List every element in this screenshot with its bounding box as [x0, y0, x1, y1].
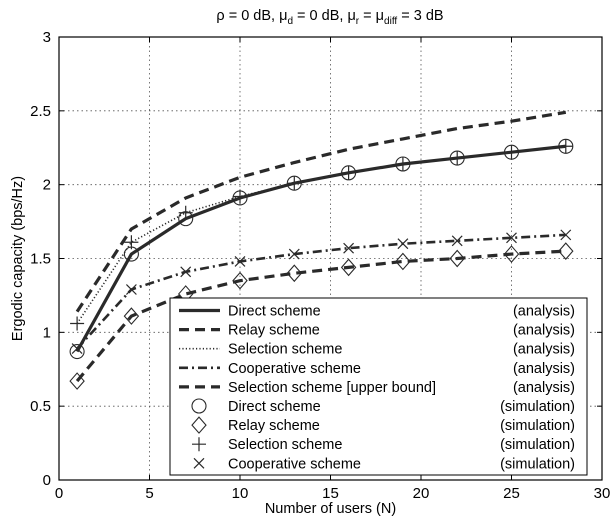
diamond-marker	[191, 416, 207, 434]
legend-entry-name: Relay scheme	[228, 323, 320, 339]
x-axis-label: Number of users (N)	[265, 501, 396, 517]
cross-marker	[506, 232, 517, 244]
legend-entry-name: Cooperative scheme	[228, 456, 361, 472]
y-tick-label: 1	[43, 324, 51, 341]
axis-ticks: 0 5 10 15 20 25 30 0 0.5 1 1.5 2 2.5 3	[30, 29, 610, 502]
diamond-marker	[558, 242, 574, 260]
x-tick-label: 15	[322, 485, 339, 502]
chart-title: ρ = 0 dB, μd = 0 dB, μr = μdiff = 3 dB	[216, 8, 443, 27]
diamond-marker	[503, 245, 520, 263]
x-tick-label: 25	[503, 485, 520, 502]
legend-entry-name: Cooperative scheme	[228, 361, 361, 377]
diamond-marker	[232, 271, 248, 290]
legend-entry-name: Direct scheme	[228, 399, 321, 415]
legend-entry-name: Relay scheme	[228, 418, 320, 434]
cross-marker	[234, 256, 246, 267]
plus-marker	[341, 165, 356, 180]
legend-entry-name: Selection scheme	[228, 342, 342, 358]
legend-entry-tag: (simulation)	[500, 437, 575, 453]
y-axis-label: Ergodic capacity (bps/Hz)	[10, 176, 26, 341]
series-line	[75, 110, 567, 313]
cross-marker	[71, 343, 83, 355]
legend-entry-tag: (simulation)	[500, 399, 575, 415]
series-line	[76, 233, 566, 350]
legend-entry-tag: (analysis)	[513, 361, 575, 377]
x-tick-label: 10	[232, 485, 249, 502]
legend-entry-name: Selection scheme [upper bound]	[228, 380, 436, 396]
legend-entry-tag: (analysis)	[513, 380, 575, 396]
x-tick-label: 30	[594, 485, 611, 502]
series-layer	[69, 110, 574, 390]
diamond-marker	[286, 264, 303, 283]
x-tick-label: 20	[413, 485, 430, 502]
legend-entry-name: Direct scheme	[228, 304, 321, 320]
cross-marker	[451, 235, 463, 247]
y-tick-label: 0.5	[30, 398, 51, 415]
cross-marker	[180, 266, 192, 278]
legend: Direct scheme (analysis) Relay scheme (anal…	[169, 297, 588, 476]
y-tick-label: 1.5	[30, 251, 51, 268]
plus-marker	[178, 205, 193, 220]
circle-marker	[69, 343, 85, 360]
cross-marker	[288, 248, 300, 260]
legend-entry-name: Selection scheme	[228, 437, 342, 453]
plus-marker	[558, 139, 573, 154]
diamond-marker	[340, 258, 357, 277]
plus-marker	[395, 156, 410, 171]
diamond-marker	[123, 307, 140, 325]
legend-entry-tag: (analysis)	[513, 304, 575, 320]
cross-marker	[193, 457, 205, 469]
series-line	[76, 145, 566, 324]
plot-frame	[58, 36, 603, 481]
cross-marker	[560, 229, 572, 241]
cross-marker	[125, 284, 137, 295]
cross-marker	[397, 238, 409, 250]
diamond-marker	[395, 252, 411, 271]
diamond-marker	[449, 249, 465, 268]
plus-marker	[192, 437, 206, 452]
legend-box	[169, 297, 588, 476]
legend-entry-tag: (simulation)	[500, 456, 575, 472]
y-tick-label: 2	[43, 177, 51, 194]
circle-marker	[191, 398, 207, 414]
plus-marker	[450, 151, 465, 166]
plus-marker	[70, 316, 85, 331]
y-tick-label: 2.5	[30, 103, 51, 120]
series-line	[75, 249, 566, 383]
legend-entry-tag: (analysis)	[513, 323, 575, 339]
diamond-marker	[69, 372, 85, 390]
y-tick-label: 3	[43, 29, 51, 46]
plus-marker	[233, 189, 247, 204]
legend-entry-tag: (analysis)	[513, 342, 575, 358]
plus-marker	[124, 235, 139, 250]
cross-marker	[343, 242, 355, 254]
x-tick-label: 0	[55, 485, 63, 502]
plus-marker	[287, 176, 302, 191]
x-tick-label: 5	[145, 485, 153, 502]
plus-marker	[504, 145, 519, 160]
legend-entry-tag: (simulation)	[500, 418, 575, 434]
y-tick-label: 0	[43, 472, 51, 489]
